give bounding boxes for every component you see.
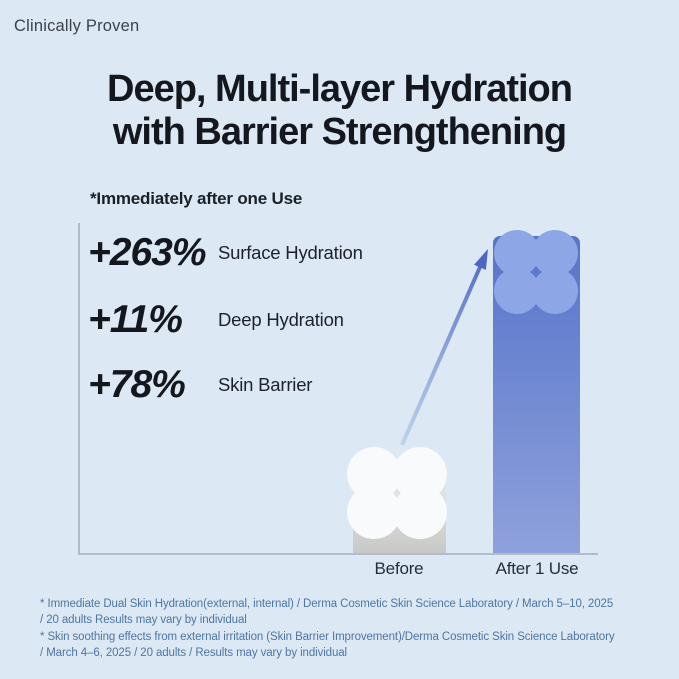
- increase-arrow-icon: [400, 249, 488, 446]
- footnote-line-1: * Immediate Dual Skin Hydration(external…: [40, 598, 614, 610]
- stat-label-skin-barrier: Skin Barrier: [218, 374, 313, 395]
- stat-value-deep-hydration: +11%: [88, 298, 183, 341]
- title-line-1: Deep, Multi-layer Hydration: [107, 68, 573, 110]
- footnote-line-4: / March 4–6, 2025 / 20 adults / Results …: [40, 647, 348, 660]
- stat-label-surface-hydration: Surface Hydration: [218, 242, 363, 263]
- y-axis-line: [78, 223, 80, 555]
- x-axis-line: [78, 553, 598, 555]
- page-title: Deep, Multi-layer Hydration with Barrier…: [0, 68, 679, 154]
- chart-subtitle: *Immediately after one Use: [90, 189, 303, 208]
- stat-row-surface-hydration: +263% Surface Hydration: [0, 227, 679, 279]
- title-line-2: with Barrier Strengthening: [112, 110, 567, 153]
- stat-row-deep-hydration: +11% Deep Hydration: [0, 294, 679, 346]
- stat-label-deep-hydration: Deep Hydration: [218, 309, 344, 330]
- footnote-line-3: * Skin soothing effects from external ir…: [40, 630, 615, 643]
- stat-value-skin-barrier: +78%: [88, 363, 186, 406]
- stat-value-surface-hydration: +263%: [88, 231, 207, 274]
- stat-row-skin-barrier: +78% Skin Barrier: [0, 359, 679, 411]
- clover-icon-after: [494, 230, 578, 314]
- eyebrow-label: Clinically Proven: [14, 17, 140, 35]
- footnote-line-2: / 20 adults Results may vary by individu…: [40, 614, 247, 627]
- clover-icon-before: [347, 447, 447, 539]
- x-tick-label-before: Before: [374, 559, 424, 578]
- x-tick-label-after: After 1 Use: [495, 559, 579, 578]
- footnotes: * Immediate Dual Skin Hydration(external…: [40, 596, 646, 662]
